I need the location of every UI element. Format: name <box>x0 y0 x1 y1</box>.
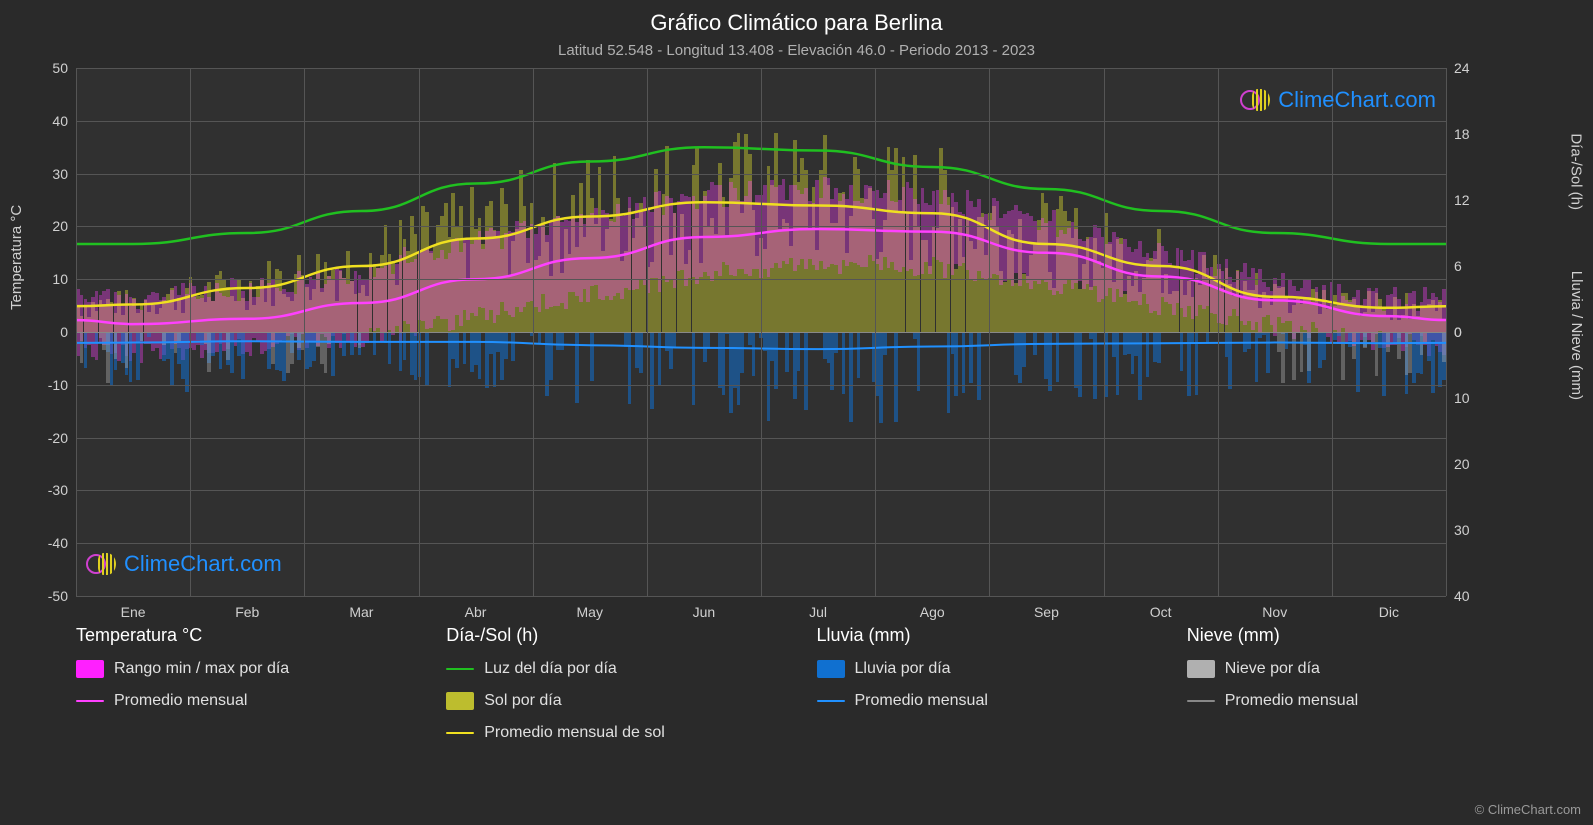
legend-swatch <box>1187 700 1215 702</box>
copyright-text: © ClimeChart.com <box>1475 802 1581 817</box>
legend-item: Promedio mensual de sol <box>446 724 776 742</box>
chart-plot-area: ClimeChart.com ClimeChart.com -50-40-30-… <box>76 68 1446 596</box>
ytick-right-hours: 24 <box>1454 60 1470 76</box>
legend-label: Lluvia por día <box>855 660 951 678</box>
xtick-month: Ene <box>121 604 146 620</box>
legend-item: Promedio mensual <box>1187 692 1517 710</box>
legend-swatch <box>446 668 474 670</box>
ytick-right-hours: 6 <box>1454 258 1462 274</box>
y-axis-right-top-label: Día-/Sol (h) <box>1568 133 1585 210</box>
xtick-month: Sep <box>1034 604 1059 620</box>
xtick-month: Ago <box>920 604 945 620</box>
legend-label: Luz del día por día <box>484 660 617 678</box>
legend-label: Sol por día <box>484 692 561 710</box>
legend-swatch <box>76 660 104 678</box>
ytick-left: 0 <box>60 324 68 340</box>
ytick-right-mm: 10 <box>1454 390 1470 406</box>
xtick-month: Oct <box>1150 604 1172 620</box>
legend-label: Nieve por día <box>1225 660 1320 678</box>
xtick-month: Nov <box>1262 604 1287 620</box>
legend-label: Rango min / max por día <box>114 660 289 678</box>
legend-header-daysun: Día-/Sol (h) <box>446 625 776 646</box>
climate-chart-container: Gráfico Climático para Berlina Latitud 5… <box>0 0 1593 825</box>
legend-label: Promedio mensual <box>114 692 247 710</box>
ytick-left: 30 <box>52 166 68 182</box>
xtick-month: Mar <box>349 604 373 620</box>
climechart-logo-icon <box>1240 86 1272 114</box>
ytick-right-hours: 12 <box>1454 192 1470 208</box>
legend: Temperatura °C Rango min / max por día Pr… <box>76 625 1517 756</box>
chart-subtitle: Latitud 52.548 - Longitud 13.408 - Eleva… <box>0 36 1593 59</box>
legend-swatch <box>446 692 474 710</box>
xtick-month: Jun <box>693 604 716 620</box>
legend-header-temp: Temperatura °C <box>76 625 406 646</box>
legend-item: Sol por día <box>446 692 776 710</box>
legend-col-snow: Nieve (mm) Nieve por día Promedio mensual <box>1187 625 1517 756</box>
legend-label: Promedio mensual <box>855 692 988 710</box>
legend-item: Promedio mensual <box>817 692 1147 710</box>
legend-swatch <box>76 700 104 702</box>
xtick-month: Jul <box>809 604 827 620</box>
ytick-right-mm: 20 <box>1454 456 1470 472</box>
legend-item: Luz del día por día <box>446 660 776 678</box>
chart-title: Gráfico Climático para Berlina <box>0 0 1593 36</box>
ytick-left: -40 <box>48 535 68 551</box>
ytick-right-mm: 40 <box>1454 588 1470 604</box>
legend-label: Promedio mensual <box>1225 692 1358 710</box>
y-axis-right-bottom-label: Lluvia / Nieve (mm) <box>1568 271 1585 400</box>
climechart-logo-icon <box>86 550 118 578</box>
ytick-left: 40 <box>52 113 68 129</box>
watermark-bottom: ClimeChart.com <box>86 550 282 578</box>
legend-col-daysun: Día-/Sol (h) Luz del día por día Sol por … <box>446 625 776 756</box>
xtick-month: Dic <box>1379 604 1399 620</box>
ytick-left: 50 <box>52 60 68 76</box>
watermark-text-bottom: ClimeChart.com <box>124 551 282 577</box>
xtick-month: May <box>577 604 603 620</box>
ytick-left: -10 <box>48 377 68 393</box>
ytick-right-mm: 0 <box>1454 324 1462 340</box>
ytick-left: -30 <box>48 482 68 498</box>
ytick-right-mm: 30 <box>1454 522 1470 538</box>
legend-swatch <box>817 660 845 678</box>
legend-item: Promedio mensual <box>76 692 406 710</box>
legend-swatch <box>1187 660 1215 678</box>
ytick-left: 10 <box>52 271 68 287</box>
xtick-month: Abr <box>465 604 487 620</box>
ytick-left: -20 <box>48 430 68 446</box>
ytick-left: -50 <box>48 588 68 604</box>
legend-label: Promedio mensual de sol <box>484 724 665 742</box>
ytick-left: 20 <box>52 218 68 234</box>
watermark-top: ClimeChart.com <box>1240 86 1436 114</box>
legend-swatch <box>446 732 474 734</box>
y-axis-left-label: Temperatura °C <box>8 205 25 310</box>
ytick-right-hours: 18 <box>1454 126 1470 142</box>
legend-item: Rango min / max por día <box>76 660 406 678</box>
watermark-text-top: ClimeChart.com <box>1278 87 1436 113</box>
legend-col-temp: Temperatura °C Rango min / max por día Pr… <box>76 625 406 756</box>
legend-header-rain: Lluvia (mm) <box>817 625 1147 646</box>
legend-item: Lluvia por día <box>817 660 1147 678</box>
legend-swatch <box>817 700 845 702</box>
legend-item: Nieve por día <box>1187 660 1517 678</box>
legend-header-snow: Nieve (mm) <box>1187 625 1517 646</box>
xtick-month: Feb <box>235 604 259 620</box>
legend-col-rain: Lluvia (mm) Lluvia por día Promedio mensu… <box>817 625 1147 756</box>
